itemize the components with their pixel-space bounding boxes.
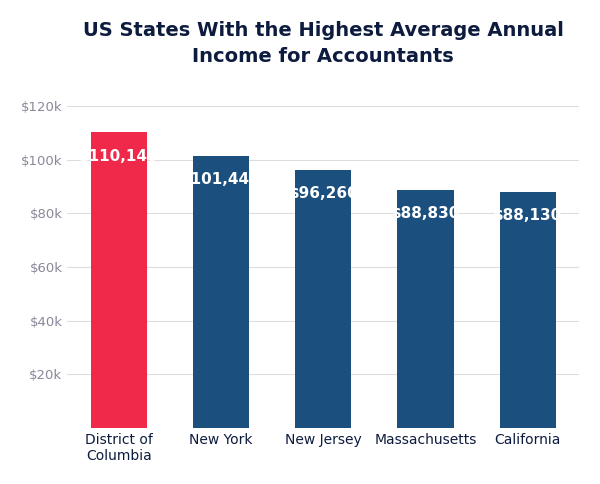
Text: $110,140: $110,140	[79, 149, 158, 164]
Bar	[91, 133, 147, 428]
Bar	[295, 170, 352, 428]
Text: $88,130: $88,130	[493, 208, 562, 223]
Bar	[193, 156, 249, 428]
Bar	[397, 190, 454, 428]
Title: US States With the Highest Average Annual
Income for Accountants: US States With the Highest Average Annua…	[83, 21, 563, 66]
Text: $88,830: $88,830	[391, 206, 460, 221]
Text: $96,260: $96,260	[289, 186, 358, 201]
Text: $101,440: $101,440	[181, 172, 261, 187]
Bar	[500, 192, 556, 428]
